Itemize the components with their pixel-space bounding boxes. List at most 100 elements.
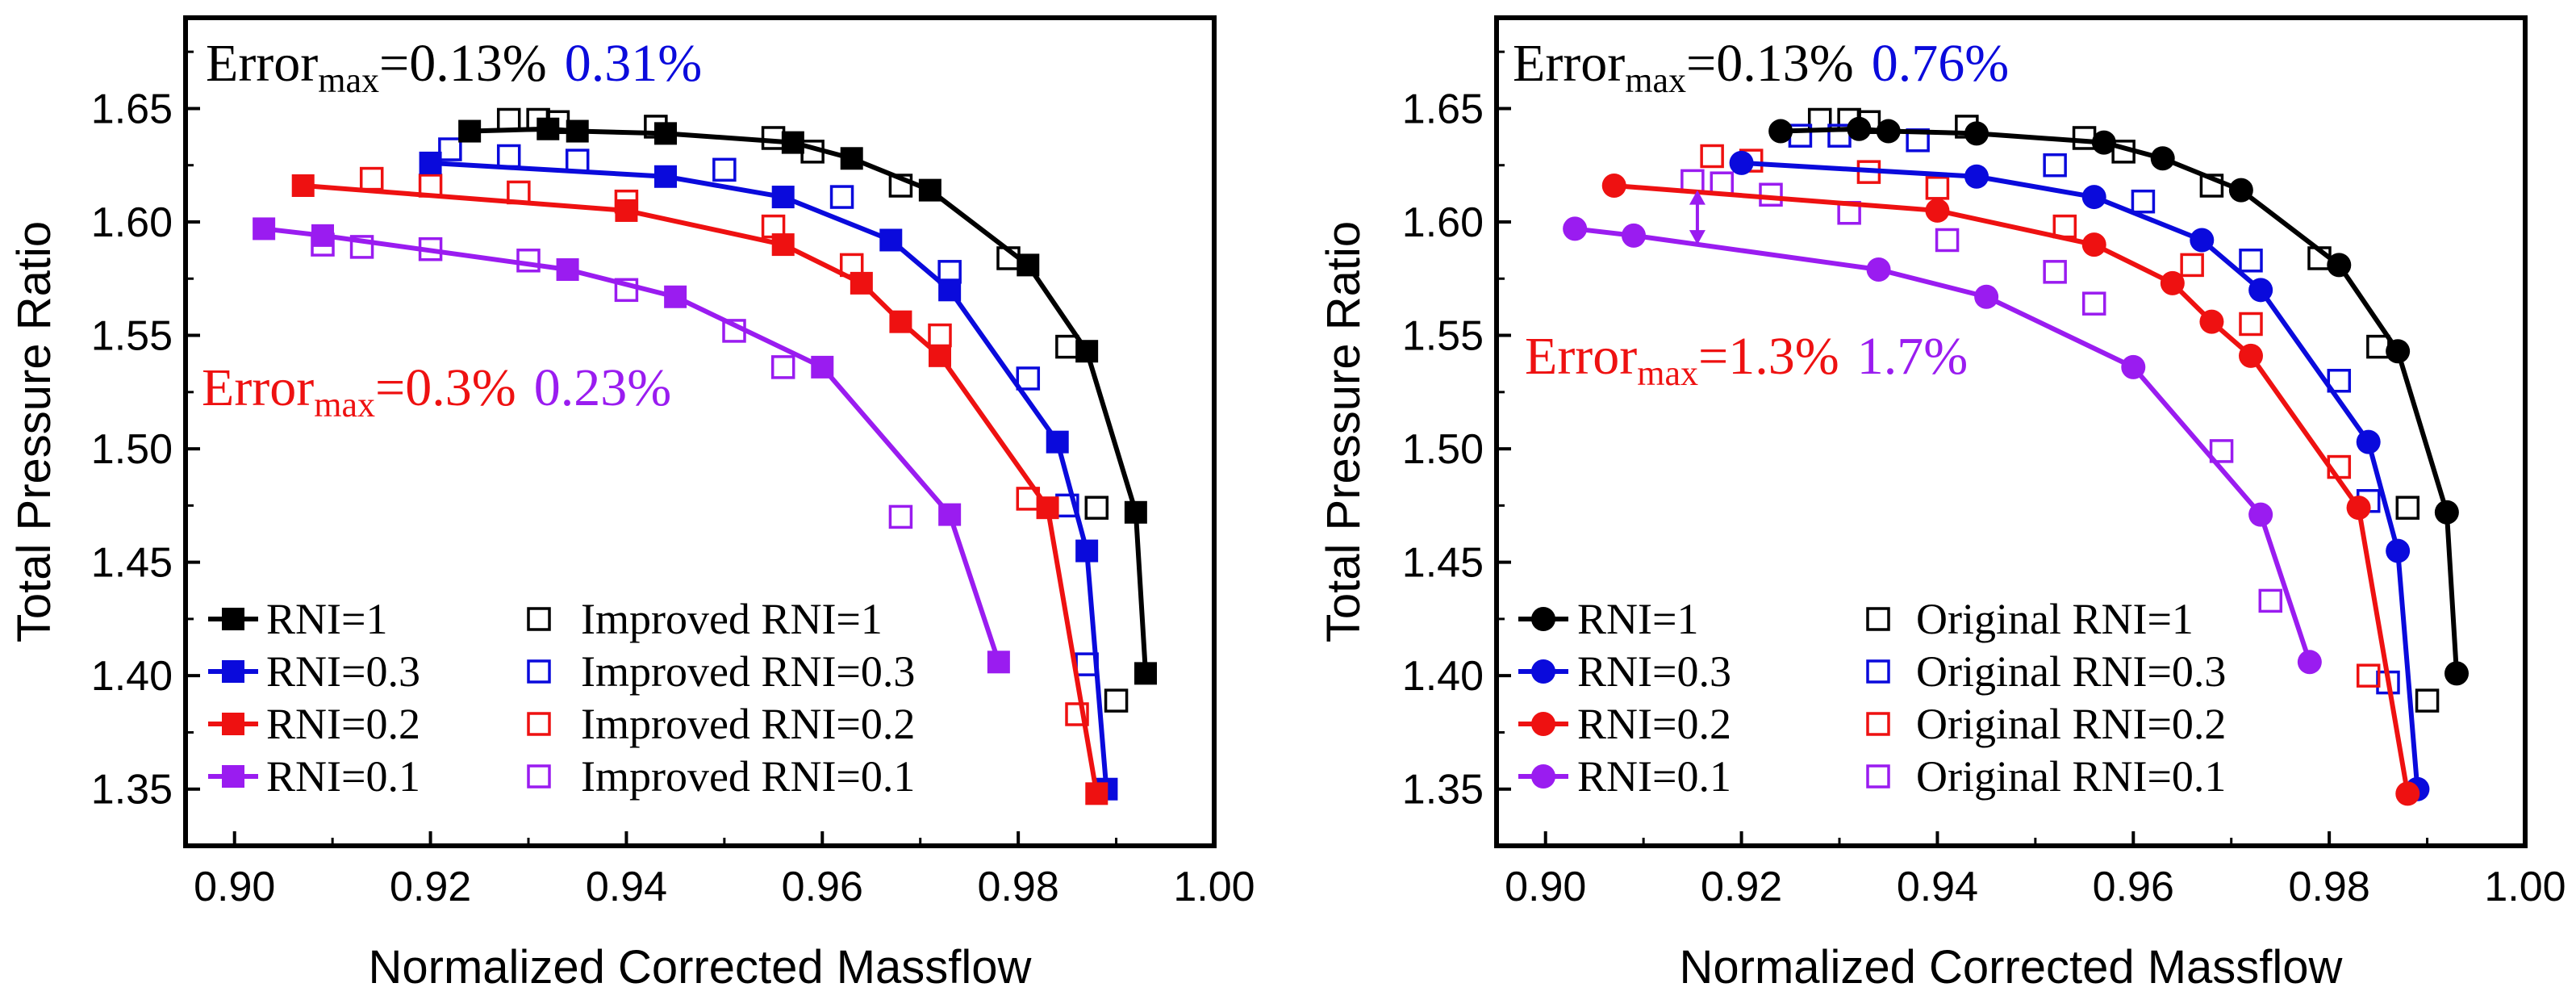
filled-square-point (253, 217, 276, 241)
legend-label: Improved RNI=1 (581, 595, 883, 643)
double-arrow (1689, 190, 1706, 245)
open-square-point (829, 185, 854, 209)
filled-square-point (1085, 782, 1108, 805)
filled-circle-point (1768, 119, 1793, 144)
legend-filled-square (222, 713, 244, 735)
filled-circle-point (1866, 257, 1891, 282)
series-line (1741, 160, 2420, 789)
series-rni-0-3 (419, 151, 1118, 801)
x-tick-label: 1.00 (1173, 864, 1255, 910)
x-tick-label: 0.92 (1701, 864, 1782, 910)
legend-open-square (1866, 607, 1890, 631)
open-square-point (2258, 588, 2283, 613)
legend-filled-square (222, 765, 244, 788)
filled-square-point (1046, 430, 1069, 454)
legend-filled-circle (1531, 607, 1555, 631)
open-square-point (1700, 144, 1724, 169)
filled-circle-point (2346, 496, 2371, 521)
open-square-point (888, 504, 913, 529)
open-square-point (1759, 182, 1783, 207)
filled-circle-point (2444, 661, 2469, 686)
y-tick-label: 1.55 (1402, 313, 1484, 360)
series-rni-0-3 (1729, 150, 2430, 801)
open-square-point (888, 174, 913, 198)
annotation-extra-value: 0.76% (1872, 34, 2009, 93)
y-tick-label: 1.35 (1402, 767, 1484, 814)
filled-circle-point (2199, 309, 2224, 334)
legend-label: Original RNI=1 (1916, 595, 2194, 643)
error-annotation: Errormax=1.3% 1.7% (1525, 327, 1968, 393)
annotation-subscript: max (1637, 353, 1698, 393)
open-square-point (565, 149, 590, 173)
annotation-extra-value: 1.7% (1857, 327, 1968, 386)
filled-square-point (654, 165, 677, 188)
filled-square-point (929, 344, 951, 367)
filled-circle-point (1964, 164, 1989, 189)
open-square-point (2043, 153, 2067, 178)
annotation-value: =0.3% (375, 358, 516, 417)
filled-circle-point (2228, 178, 2253, 203)
annotation-subscript: max (314, 385, 375, 425)
filled-circle-point (2327, 253, 2352, 278)
y-tick-label: 1.45 (1402, 540, 1484, 587)
x-tick-label: 0.90 (1505, 864, 1586, 910)
open-square-point (2239, 249, 2263, 273)
legend-filled-square (222, 608, 244, 630)
filled-square-point (840, 147, 863, 170)
x-tick-label: 0.94 (1897, 864, 1978, 910)
legend-label: RNI=0.3 (1577, 647, 1731, 696)
legend-open-square (527, 712, 551, 736)
open-square-point (496, 107, 521, 132)
open-square-point (1925, 176, 1950, 200)
filled-circle-point (2081, 232, 2106, 257)
legend-label: Improved RNI=0.3 (581, 647, 915, 696)
open-square-point (2239, 312, 2263, 337)
series-line (303, 183, 1100, 794)
legend-label: Improved RNI=0.1 (581, 752, 915, 801)
filled-square-point (1124, 500, 1147, 524)
y-tick-label: 1.50 (91, 426, 173, 473)
legend-open-square (1866, 712, 1890, 736)
filled-square-point (1075, 340, 1099, 363)
plot-frame (1494, 15, 2528, 848)
open-square-point (2199, 174, 2224, 198)
legend-label: Original RNI=0.1 (1916, 752, 2226, 801)
legend-label: RNI=1 (266, 595, 387, 643)
filled-circle-point (2121, 354, 2146, 379)
legend-filled-circle (1531, 764, 1555, 789)
legend-label: RNI=0.1 (266, 752, 420, 801)
x-tick-label: 0.90 (194, 864, 275, 910)
legend-open-square (1866, 659, 1890, 684)
open-square-point (1104, 688, 1129, 713)
filled-square-point (1036, 496, 1059, 520)
legend-label: RNI=0.3 (266, 647, 420, 696)
open-square-point (2209, 439, 2234, 463)
legend-open-square (527, 659, 551, 684)
open-square-point (1016, 366, 1041, 391)
legend-filled-square (222, 660, 244, 683)
legend-label: Original RNI=0.2 (1916, 700, 2226, 748)
filled-square-point (419, 151, 442, 174)
open-square-point (2366, 334, 2390, 359)
legend-open-square (527, 607, 551, 631)
right-panel: 0.90 0.92 0.94 0.96 0.98 1.00 1.35 1.40 1.45 1.50… (1317, 15, 2566, 994)
error-annotation: Errormax=0.13% 0.76% (1513, 34, 2009, 100)
y-tick-label: 1.40 (91, 653, 173, 700)
filled-square-point (771, 186, 795, 209)
filled-square-point (1017, 253, 1040, 277)
filled-square-point (987, 651, 1010, 674)
filled-circle-point (1847, 116, 1872, 141)
x-tick-label: 0.98 (978, 864, 1059, 910)
x-tick-label: 0.96 (2093, 864, 2174, 910)
annotation-subscript: max (318, 61, 379, 100)
filled-circle-point (2356, 429, 2381, 454)
open-square-point (2072, 126, 2097, 150)
x-axis-label: Normalized Corrected Massflow (1680, 941, 2344, 994)
filled-circle-point (2248, 502, 2273, 527)
filled-square-point (889, 310, 912, 333)
open-square-point (1807, 107, 1832, 132)
filled-square-point (458, 119, 482, 143)
open-square-point (349, 235, 374, 259)
